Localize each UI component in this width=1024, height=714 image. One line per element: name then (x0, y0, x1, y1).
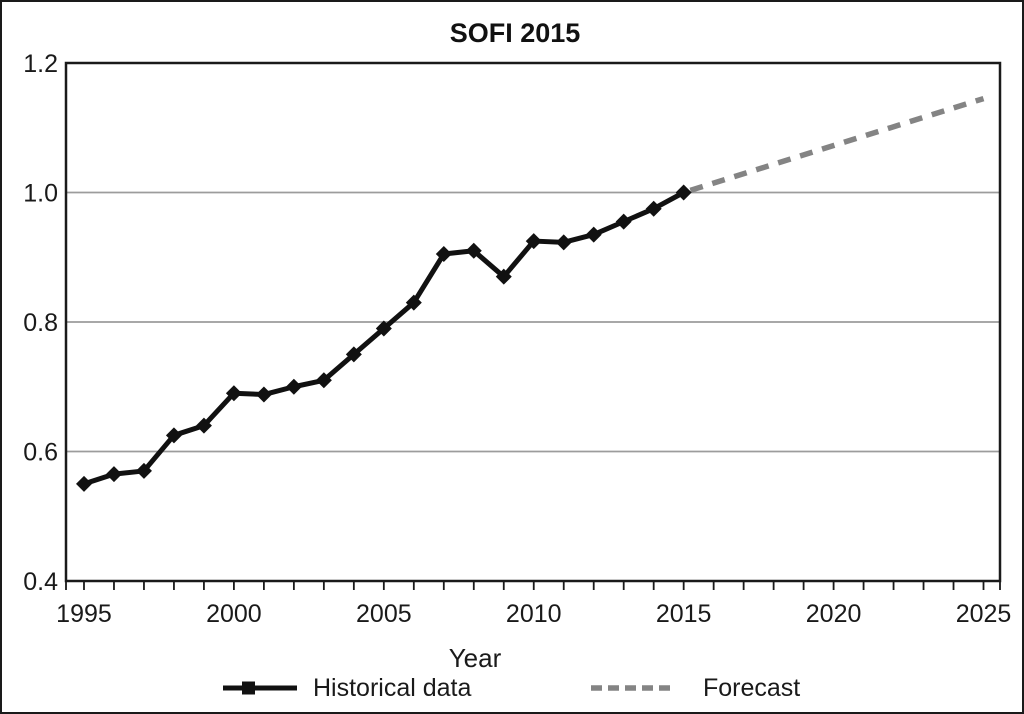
historical-data-point (675, 184, 692, 201)
legend: Historical data Forecast (223, 674, 800, 702)
historical-data-point (555, 234, 572, 251)
y-tick-label: 1.0 (23, 180, 58, 208)
historical-data-point (195, 417, 212, 434)
historical-data-point (435, 246, 452, 263)
y-tick-label: 0.6 (23, 439, 58, 467)
x-tick-label: 2025 (956, 600, 1012, 628)
x-tick-label: 2020 (806, 600, 862, 628)
historical-data-point (375, 320, 392, 337)
historical-data-point (405, 294, 422, 311)
x-axis-title: Year (449, 643, 502, 673)
y-tick-label: 0.4 (23, 568, 58, 596)
chart-title: SOFI 2015 (450, 18, 581, 48)
x-tick-label: 2000 (206, 600, 262, 628)
x-tick-label: 2010 (506, 600, 562, 628)
historical-data-point (495, 268, 512, 285)
historical-data-point (315, 372, 332, 389)
x-axis-labels: 1995 2000 2005 2010 2015 2020 2025 (56, 600, 1011, 628)
y-tick-label: 1.2 (23, 50, 58, 78)
x-tick-label: 2015 (656, 600, 712, 628)
x-axis-ticks (65, 581, 1001, 590)
historical-data-point (645, 200, 662, 217)
y-tick-label: 0.8 (23, 309, 58, 337)
forecast-dashed-line (682, 95, 985, 196)
historical-data-point (585, 226, 602, 243)
historical-data-point (465, 242, 482, 259)
historical-data-series (75, 184, 692, 492)
legend-historical-label: Historical data (313, 674, 471, 702)
historical-data-point (345, 346, 362, 363)
historical-data-point (525, 233, 542, 250)
historical-data-point (285, 378, 302, 395)
historical-data-point (615, 213, 632, 230)
legend-historical-marker (242, 681, 255, 695)
historical-data-point (255, 386, 272, 403)
y-axis-labels: 0.4 0.6 0.8 1.0 1.2 (23, 50, 58, 596)
gridlines (66, 191, 1000, 453)
legend-forecast-label: Forecast (703, 674, 800, 702)
historical-data-point (165, 427, 182, 444)
historical-data-point (75, 475, 92, 492)
historical-data-point (105, 466, 122, 483)
historical-data-point (225, 385, 242, 402)
forecast-series (682, 95, 985, 196)
x-tick-label: 1995 (56, 600, 112, 628)
x-tick-label: 2005 (356, 600, 412, 628)
historical-data-point (135, 462, 152, 479)
